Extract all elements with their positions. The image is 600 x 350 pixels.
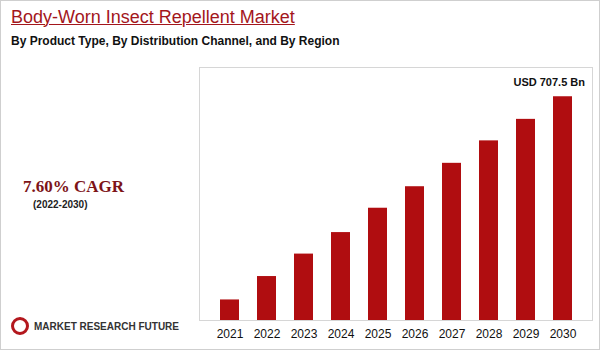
svg-text:USD 707.5 Bn: USD 707.5 Bn	[513, 76, 585, 88]
svg-text:2024: 2024	[328, 327, 355, 341]
svg-text:2030: 2030	[550, 327, 577, 341]
svg-text:2028: 2028	[476, 327, 503, 341]
svg-text:2022: 2022	[254, 327, 281, 341]
svg-text:2021: 2021	[217, 327, 244, 341]
html-text:Body-Worn Insect Repellent Mar: Body-Worn Insect Repellent Market	[11, 7, 295, 27]
svg-text:2025: 2025	[365, 327, 392, 341]
svg-text:2029: 2029	[513, 327, 540, 341]
svg-text:2027: 2027	[439, 327, 466, 341]
html-text:By Product Type, By Distributi: By Product Type, By Distribution Channel…	[11, 34, 340, 48]
html-text:7.60% CAGR: 7.60% CAGR	[23, 177, 125, 196]
html-text:(2022-2030): (2022-2030)	[33, 199, 88, 210]
html-text:MARKET RESEARCH FUTURE: MARKET RESEARCH FUTURE	[34, 320, 179, 332]
svg-text:2023: 2023	[291, 327, 318, 341]
svg-text:2026: 2026	[402, 327, 429, 341]
